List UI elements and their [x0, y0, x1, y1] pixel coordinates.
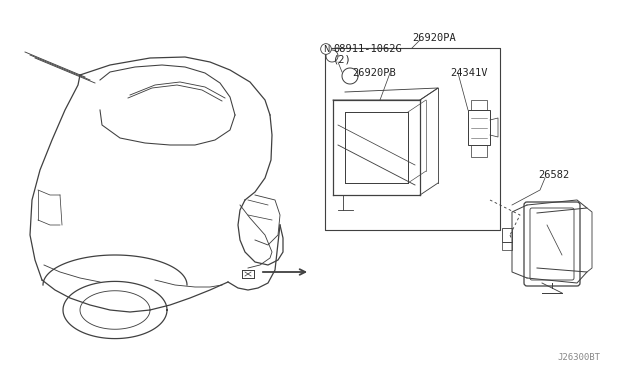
Bar: [468, 110, 490, 145]
Text: N: N: [323, 45, 329, 54]
Text: 26920PB: 26920PB: [352, 68, 396, 78]
Text: J26300BT: J26300BT: [557, 353, 600, 362]
Text: 24341V: 24341V: [450, 68, 488, 78]
Bar: [471, 100, 487, 110]
Bar: [471, 145, 487, 157]
Text: 26582: 26582: [538, 170, 569, 180]
Bar: [502, 242, 512, 250]
Bar: [502, 228, 512, 242]
Text: (2): (2): [333, 55, 352, 65]
Text: 08911-1062G: 08911-1062G: [333, 44, 402, 54]
Text: 26920PA: 26920PA: [412, 33, 456, 43]
